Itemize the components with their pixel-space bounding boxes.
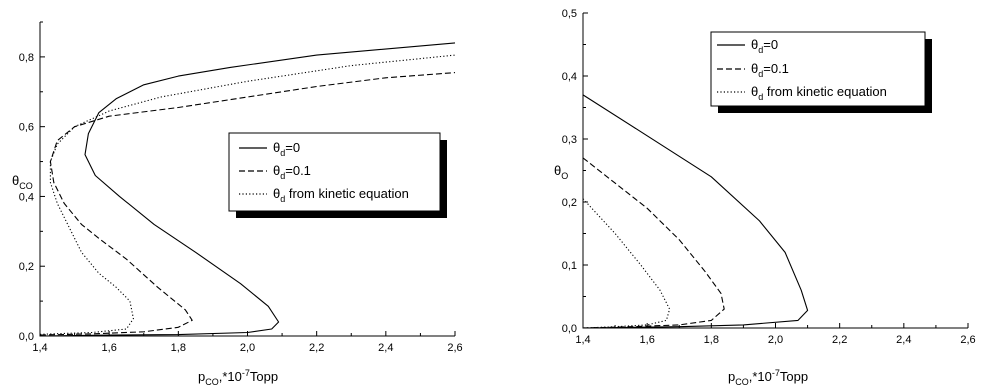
y-tick-label: 0,2 [19, 261, 34, 273]
x-tick-label: 2,2 [832, 334, 847, 346]
legend-box [710, 31, 926, 107]
y-tick-label: 0,3 [562, 134, 577, 146]
legend: θd=0 θd=0.1 θd from kinetic equation [228, 132, 447, 218]
legend-label: θd=0 [751, 37, 778, 55]
x-axis-label: pCO,*10-7Topp [728, 368, 808, 387]
legend-box [228, 132, 441, 212]
x-tick-label: 2,0 [240, 342, 255, 354]
x-tick-label: 1,8 [704, 334, 719, 346]
series-line-dotted [39, 54, 456, 335]
x-tick-label: 1,8 [171, 342, 186, 354]
x-tick-label: 1,6 [640, 334, 655, 346]
x-tick-label: 2,0 [768, 334, 783, 346]
y-tick-label: 0,1 [562, 260, 577, 272]
x-tick-label: 2,6 [960, 334, 975, 346]
y-tick-label: 0,8 [19, 52, 34, 64]
series-line-dashed [582, 157, 725, 329]
x-tick-label: 1,4 [575, 334, 590, 346]
legend-label: θd=0.1 [751, 61, 789, 79]
y-axis-label: θCO [12, 173, 33, 191]
left-chart: 1,4 1,6 1,8 2,0 2,2 2,4 2,6 0,0 0,2 0,4 0,6 0,8 θCO p… [12, 21, 463, 387]
y-tick-label: 0,2 [562, 197, 577, 209]
y-tick-label: 0,6 [19, 122, 34, 134]
legend-label: θd from kinetic equation [751, 84, 887, 102]
series-line-dashed [39, 72, 456, 336]
x-tick-label: 2,4 [896, 334, 911, 346]
y-tick-label: 0,4 [19, 191, 34, 203]
x-tick-label: 1,6 [102, 342, 117, 354]
y-tick-label: 0,0 [562, 323, 577, 335]
right-chart: 1,4 1,6 1,8 2,0 2,2 2,4 2,6 0,0 0,1 0,2 0,3 0,4 0,5 θ… [554, 8, 976, 387]
x-axis-label: pCO,*10-7Topp [198, 368, 278, 387]
legend-label: θd=0.1 [273, 163, 311, 181]
x-tick-label: 1,4 [32, 342, 47, 354]
legend-label: θd=0 [273, 140, 300, 158]
y-tick-label: 0,4 [562, 71, 577, 83]
legend: θd=0 θd=0.1 θd from kinetic equation [710, 31, 932, 113]
legend-label: θd from kinetic equation [273, 186, 409, 204]
x-tick-label: 2,2 [309, 342, 324, 354]
y-tick-label: 0,0 [19, 331, 34, 343]
x-tick-label: 2,6 [447, 342, 462, 354]
series-line-solid [582, 94, 968, 329]
series-line-solid [39, 42, 456, 337]
y-axis-label: θO [554, 163, 568, 181]
y-tick-label: 0,5 [562, 8, 577, 20]
x-tick-label: 2,4 [378, 342, 393, 354]
